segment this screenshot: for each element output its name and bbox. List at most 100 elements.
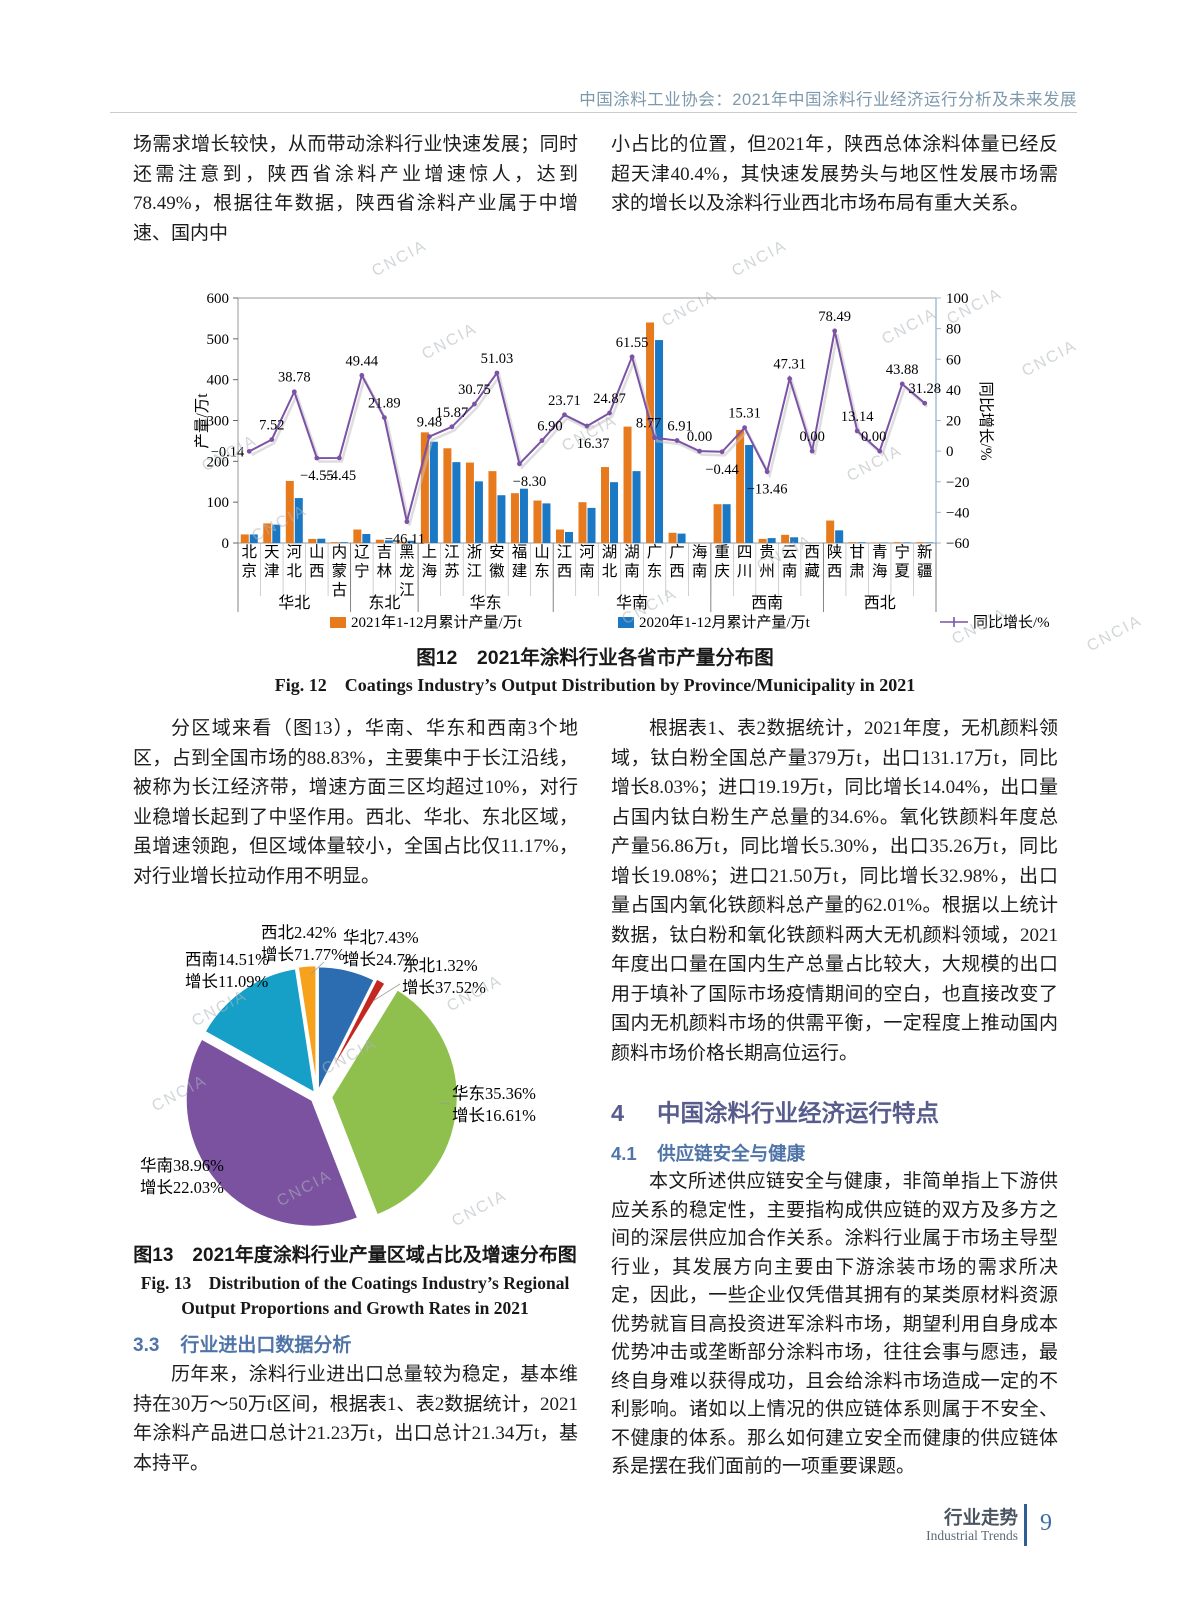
category-label-广东: 东 xyxy=(647,562,663,580)
bar-2020年1-12月累计产量/万t-天津 xyxy=(272,524,281,543)
section-4-number: 4 xyxy=(611,1100,625,1126)
paragraph-top-left: 场需求增长较快，从而带动涂料行业快速发展；同时还需注意到，陕西省涂料产业增速惊人… xyxy=(133,134,578,244)
bar-2021年1-12月累计产量/万t-吉林 xyxy=(375,539,384,543)
growth-point-江苏 xyxy=(449,424,455,430)
category-label-西藏: 西 xyxy=(804,544,820,561)
right-tick-label: 40 xyxy=(946,383,961,399)
pie-label-西南: 西南14.51%增长11.09% xyxy=(185,950,269,991)
growth-point-四川 xyxy=(742,425,748,431)
pie-label-华北: 华北7.43%增长24.7% xyxy=(343,928,419,969)
category-label-甘肃: 肃 xyxy=(849,562,865,580)
paragraph-pigments: 根据表1、表2数据统计，2021年度，无机颜料领域，钛白粉全国总产量379万t，… xyxy=(611,718,1058,1064)
growth-point-青海 xyxy=(877,448,883,454)
bar-2020年1-12月累计产量/万t-黑龙江 xyxy=(407,540,416,543)
pie-slice-华南 xyxy=(184,1036,361,1229)
growth-label-广东: 8.77 xyxy=(636,416,661,432)
bar-2021年1-12月累计产量/万t-北京 xyxy=(240,534,249,543)
pie-slice-西北 xyxy=(296,963,318,1093)
section-4-1-heading: 4.1 供应链安全与健康 xyxy=(611,1140,1058,1166)
growth-point-安徽 xyxy=(494,370,500,376)
category-label-贵州: 贵 xyxy=(759,543,775,561)
growth-point-陕西 xyxy=(832,328,838,334)
paragraph-import-export: 历年来，涂料行业进出口总量较为稳定，基本维持在30万～50万t区间，根据表1、表… xyxy=(133,1364,578,1474)
bar-2021年1-12月累计产量/万t-天津 xyxy=(263,523,272,543)
bar-2020年1-12月累计产量/万t-湖南 xyxy=(632,471,641,543)
bar-2021年1-12月累计产量/万t-新疆 xyxy=(916,542,925,543)
fig12-bar-line-chart: 0 100 200 300 400 500 600 −60 −40 −20 0 20 40 60 80 100… xyxy=(193,291,1050,631)
right-tick-label: −40 xyxy=(946,505,969,521)
growth-label-海南: 0.00 xyxy=(687,429,712,445)
category-label-内蒙古: 蒙 xyxy=(332,562,348,580)
growth-label-西藏: 0.00 xyxy=(799,429,824,445)
category-label-海南: 海 xyxy=(692,543,708,561)
category-label-西藏: 藏 xyxy=(804,562,820,580)
category-label-吉林: 吉 xyxy=(377,543,393,561)
bar-2021年1-12月累计产量/万t-云南 xyxy=(781,534,790,543)
bar-2021年1-12月累计产量/万t-江西 xyxy=(555,529,564,543)
bar-2020年1-12月累计产量/万t-甘肃 xyxy=(857,542,866,543)
growth-point-西藏 xyxy=(809,448,815,454)
category-label-新疆: 新 xyxy=(917,543,933,561)
right-tick-label: 100 xyxy=(946,291,969,307)
growth-label-安徽: 51.03 xyxy=(481,351,514,367)
bar-2020年1-12月累计产量/万t-广西 xyxy=(677,533,686,543)
page-header-title: 中国涂料工业协会：2021年中国涂料行业经济运行分析及未来发展 xyxy=(579,91,1077,109)
growth-label-青海: 0.00 xyxy=(861,429,886,445)
category-label-云南: 云 xyxy=(782,544,798,561)
pie-slice-东北 xyxy=(318,976,388,1093)
bar-2020年1-12月累计产量/万t-河北 xyxy=(294,498,303,543)
category-label-重庆: 庆 xyxy=(714,562,730,580)
bar-2020年1-12月累计产量/万t-宁夏 xyxy=(902,542,911,543)
bar-2021年1-12月累计产量/万t-福建 xyxy=(510,493,519,543)
growth-label-内蒙古: −4.45 xyxy=(323,468,357,484)
growth-label-江苏: 15.87 xyxy=(436,405,469,421)
category-label-青海: 海 xyxy=(872,562,888,580)
footer-page-number: 9 xyxy=(1040,1510,1052,1536)
category-label-云南: 南 xyxy=(782,562,798,580)
growth-point-北京 xyxy=(246,448,252,454)
bar-2020年1-12月累计产量/万t-上海 xyxy=(429,441,438,543)
bar-2021年1-12月累计产量/万t-安徽 xyxy=(488,471,497,543)
right-tick-label: −20 xyxy=(946,475,969,491)
pie-leader-line xyxy=(372,983,401,1002)
category-label-江苏: 江 xyxy=(444,543,460,561)
growth-point-海南 xyxy=(697,448,702,454)
growth-label-辽宁: 49.44 xyxy=(346,353,379,369)
left-tick-label: 300 xyxy=(207,414,230,430)
bar-2021年1-12月累计产量/万t-内蒙古 xyxy=(330,542,339,543)
category-label-重庆: 重 xyxy=(714,543,730,561)
category-label-福建: 建 xyxy=(512,562,528,580)
right-tick-label: 80 xyxy=(946,322,961,338)
growth-point-新疆 xyxy=(922,400,928,406)
category-label-江苏: 苏 xyxy=(444,562,460,580)
growth-point-河北 xyxy=(291,389,297,395)
region-label-华北: 华北 xyxy=(278,594,310,612)
growth-label-福建: −8.30 xyxy=(513,474,547,490)
pie-slice-华东 xyxy=(329,987,460,1218)
category-label-北京: 京 xyxy=(242,562,258,580)
pie-label-华东: 华东35.36%增长16.61% xyxy=(452,1084,536,1125)
fig13-pie-chart: 华北7.43%增长24.7%东北1.32%增长37.52% 华东35.36%增长1… xyxy=(140,923,536,1229)
category-label-四川: 四 xyxy=(737,544,753,561)
growth-label-四川: 15.31 xyxy=(728,406,761,422)
category-label-宁夏: 夏 xyxy=(894,563,910,580)
paragraph-regions: 分区域来看（图13），华南、华东和西南3个地区，占到全国市场的88.83%，主要… xyxy=(133,718,578,887)
footer-label-en: Industrial Trends xyxy=(926,1528,1018,1543)
category-label-山东: 山 xyxy=(534,543,550,561)
category-label-甘肃: 甘 xyxy=(849,543,865,561)
category-label-内蒙古: 古 xyxy=(332,581,348,599)
category-label-广西: 广 xyxy=(669,543,685,561)
category-label-吉林: 林 xyxy=(377,562,393,580)
category-label-河北: 河 xyxy=(287,543,303,561)
category-label-新疆: 疆 xyxy=(917,562,933,580)
category-label-青海: 青 xyxy=(872,543,888,561)
bar-2021年1-12月累计产量/万t-河南 xyxy=(578,502,587,543)
fig13-caption-cn: 图13 2021年度涂料行业产量区域占比及增速分布图 xyxy=(133,1245,577,1266)
header-rule xyxy=(110,112,1077,113)
left-tick-label: 100 xyxy=(207,495,230,511)
growth-point-湖南 xyxy=(629,354,635,360)
growth-label-陕西: 78.49 xyxy=(818,309,851,325)
section-3-3-number: 3.3 xyxy=(133,1335,160,1356)
footer-divider xyxy=(1024,1504,1027,1546)
right-tick-label: −60 xyxy=(946,536,969,552)
